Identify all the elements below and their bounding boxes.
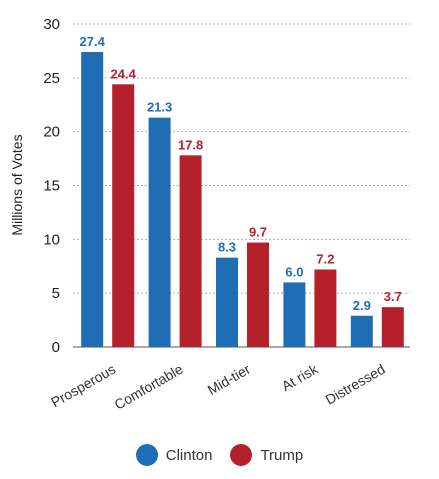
bar-clinton: [350, 315, 373, 347]
y-tick-label: 25: [43, 70, 60, 87]
data-label-trump: 24.4: [111, 66, 137, 81]
legend-swatch: [230, 444, 253, 466]
data-labels: 27.4 24.4 21.3 17.8 8.3 9.7 6.0 7.2 2.9 3.7: [80, 34, 402, 313]
x-category-label: Distressed: [323, 361, 388, 408]
data-label-clinton: 2.9: [353, 298, 371, 313]
bar-clinton: [148, 117, 171, 347]
data-label-trump: 3.7: [384, 289, 402, 304]
bar-trump: [381, 307, 404, 347]
bar-trump: [314, 269, 337, 347]
bar-trump: [247, 242, 269, 347]
x-category-label: Prosperous: [48, 361, 118, 411]
y-axis-title: Millions of Votes: [9, 134, 25, 235]
legend-item-clinton: Clinton: [135, 444, 213, 466]
data-label-clinton: 27.4: [80, 34, 106, 49]
data-label-clinton: 6.0: [285, 264, 303, 279]
x-category-label: Mid-tier: [205, 361, 254, 398]
legend: Clinton Trump: [0, 440, 439, 470]
legend-label: Trump: [260, 446, 304, 464]
data-label-trump: 17.8: [178, 137, 203, 152]
y-tick-label: 10: [43, 231, 60, 248]
y-tick-label: 15: [43, 178, 60, 195]
legend-label: Clinton: [165, 446, 213, 464]
data-label-clinton: 8.3: [218, 240, 236, 255]
bar-trump: [112, 84, 135, 347]
y-tick-label: 30: [43, 16, 60, 33]
data-label-trump: 9.7: [249, 225, 267, 240]
legend-swatch: [135, 444, 158, 466]
bar-clinton: [283, 282, 306, 347]
x-category-label: At risk: [279, 360, 322, 394]
bars: [81, 51, 404, 347]
data-label-trump: 7.2: [316, 251, 334, 266]
legend-item-trump: Trump: [230, 444, 303, 466]
bar-clinton: [81, 51, 104, 347]
y-tick-label: 5: [52, 285, 60, 302]
bar-clinton: [216, 257, 238, 347]
y-tick-label: 20: [43, 124, 60, 141]
y-tick-label: 0: [52, 339, 60, 356]
bar-trump: [179, 155, 202, 347]
y-axis-ticks: 0 5 10 15 20 25 30: [43, 16, 60, 356]
data-label-clinton: 21.3: [147, 100, 172, 115]
x-category-label: Comfortable: [112, 361, 186, 413]
